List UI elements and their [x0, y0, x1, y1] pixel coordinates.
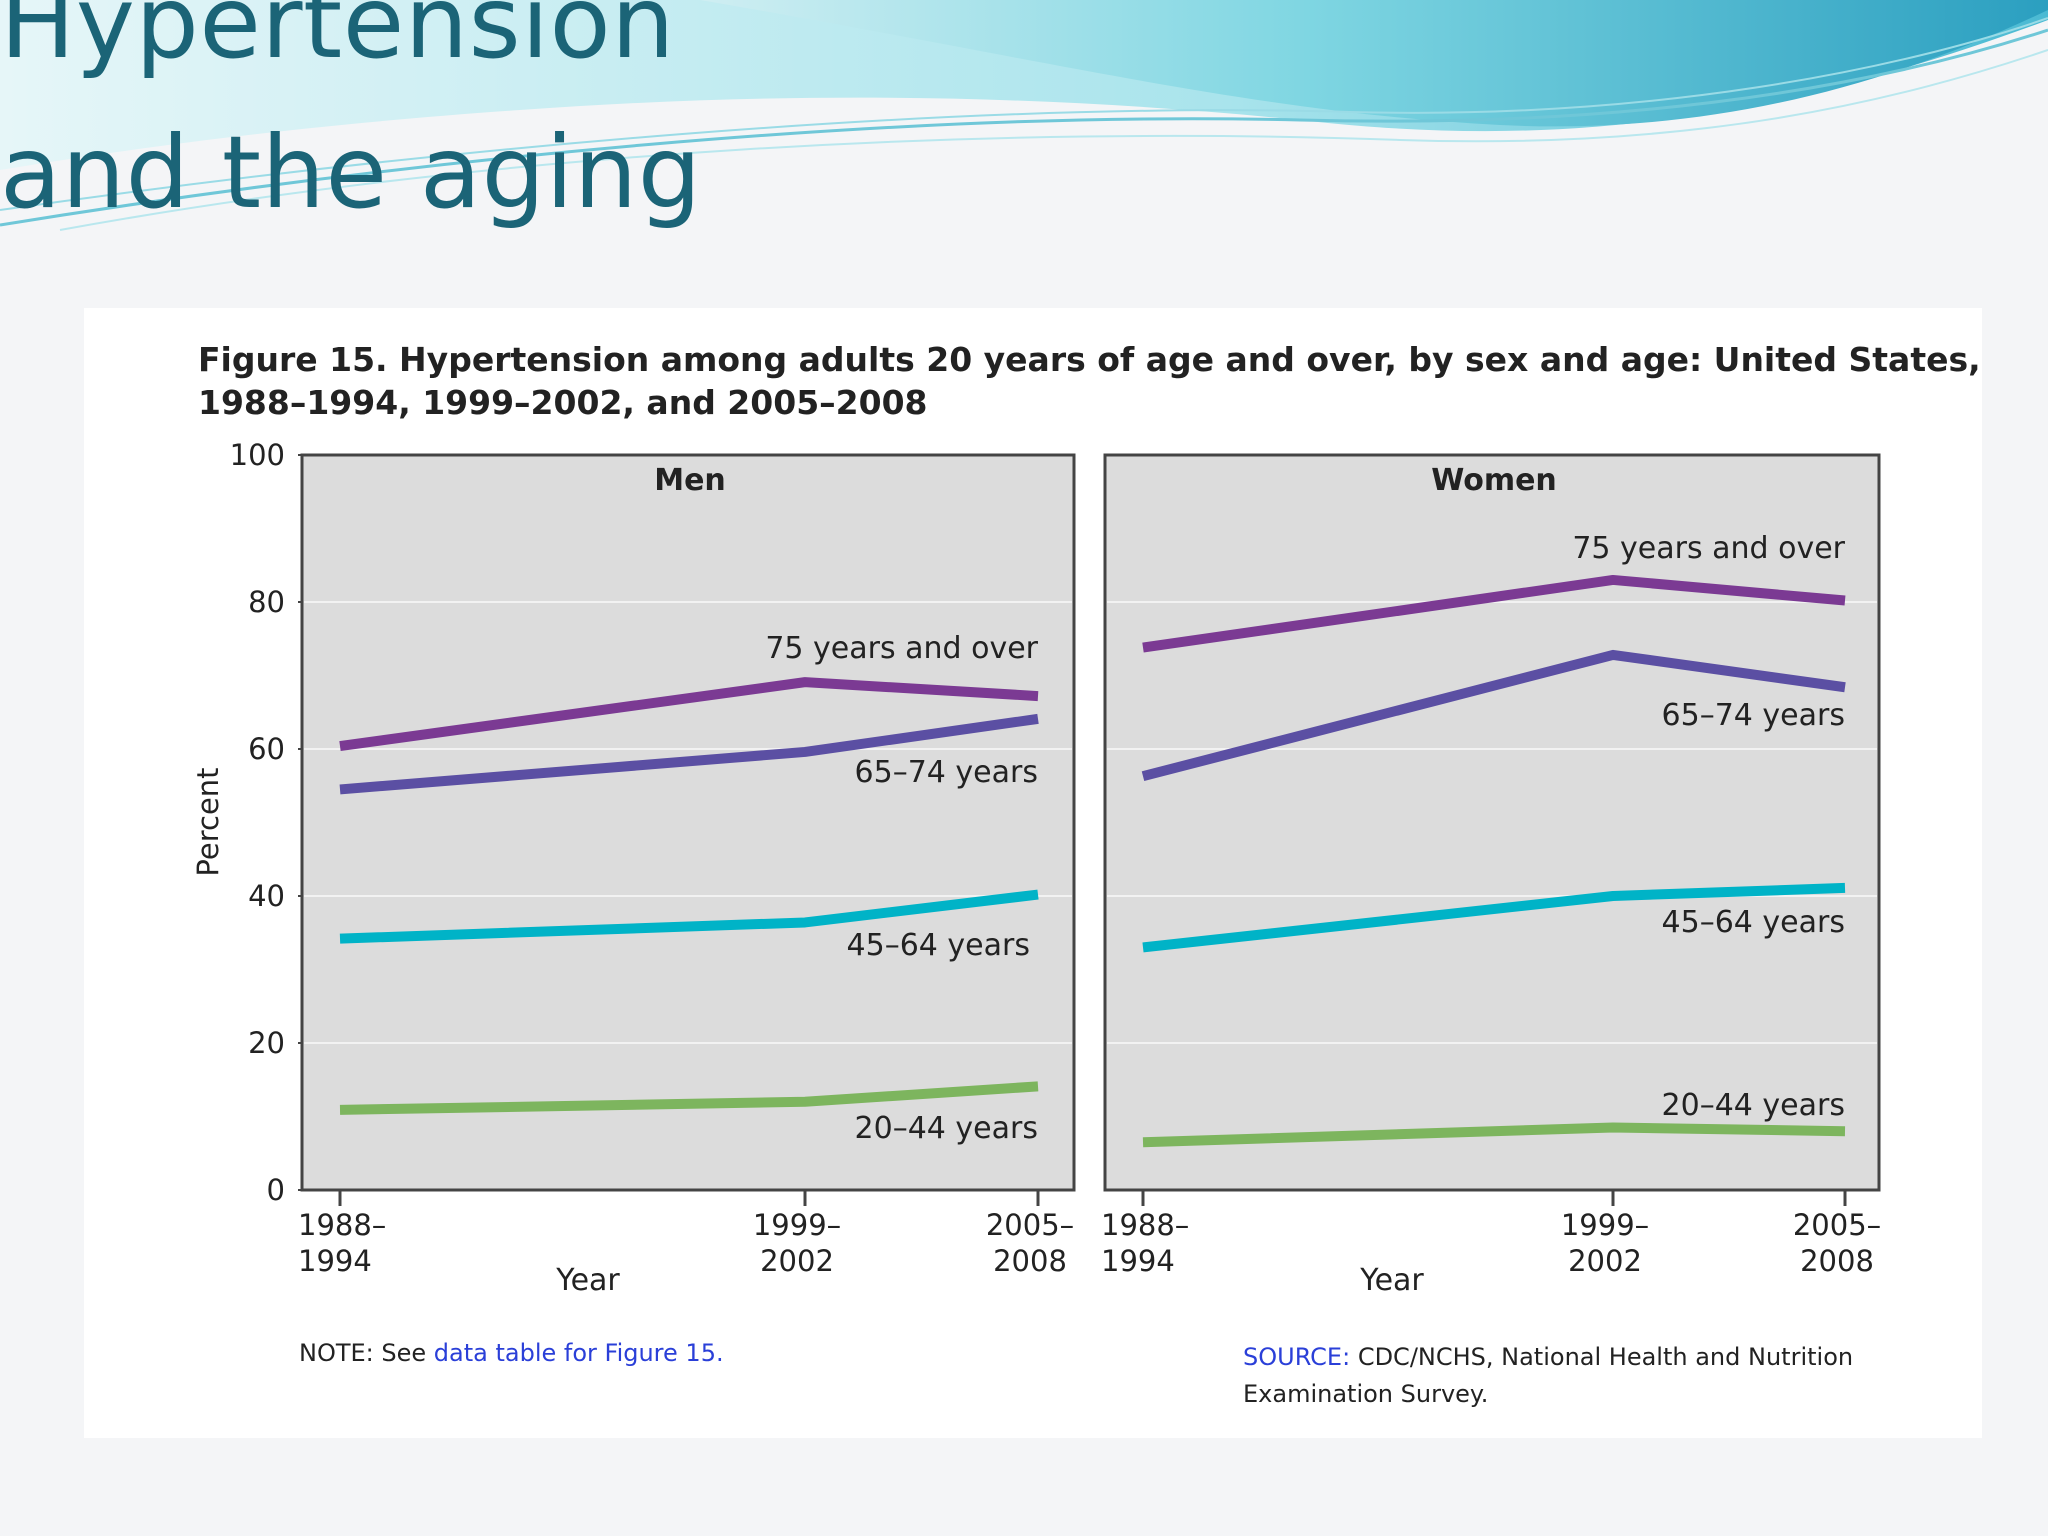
y-tick-label: 80 [248, 585, 285, 619]
x-tick-label: 2005– [986, 1208, 1074, 1242]
series-line [339, 889, 1039, 944]
slide-title: Hypertension and the aging [0, 0, 702, 248]
series-label: 65–74 years [855, 755, 1038, 790]
x-axis-title: Year [1359, 1263, 1424, 1298]
x-tick-label: 1994 [298, 1244, 372, 1278]
slide-title-line2: and the aging [0, 114, 702, 231]
x-tick-label: 1988– [1101, 1208, 1189, 1242]
chart-panel-0: Men 75 years and over 65–74 years 45–64 yea… [191, 438, 1076, 1298]
series-line [1141, 649, 1846, 782]
series-line [1142, 882, 1846, 953]
x-tick-label: 1999– [1561, 1208, 1649, 1242]
panel-title: Men [654, 463, 726, 498]
series-label: 45–64 years [847, 928, 1030, 963]
x-tick-label: 2005– [1793, 1208, 1881, 1242]
note-prefix: NOTE: See [299, 1339, 434, 1367]
header-wave-decoration [0, 0, 2048, 231]
plot-area [300, 453, 1076, 1192]
x-tick-label: 2008 [993, 1244, 1067, 1278]
source-label-link[interactable]: SOURCE: [1243, 1343, 1351, 1371]
series-label: 75 years and over [765, 631, 1038, 666]
series-label: 20–44 years [855, 1111, 1038, 1146]
plot-area [1103, 453, 1881, 1192]
series-line [1142, 1122, 1846, 1148]
x-tick-label: 1994 [1101, 1244, 1175, 1278]
series-line [339, 1081, 1039, 1115]
chart-panel-1: Women 75 years and over 65–74 years 45–64 y… [1101, 453, 1881, 1298]
panel-title: Women [1431, 463, 1557, 498]
y-tick-label: 100 [230, 438, 285, 472]
y-tick-label: 40 [248, 879, 285, 913]
series-line [1142, 574, 1846, 653]
series-line [339, 677, 1039, 752]
x-tick-label: 1988– [298, 1208, 386, 1242]
y-tick-label: 20 [248, 1026, 285, 1060]
x-tick-label: 2002 [760, 1244, 834, 1278]
figure-source: SOURCE: CDC/NCHS, National Health and Nu… [1243, 1339, 1883, 1413]
series-label: 65–74 years [1662, 698, 1845, 733]
y-tick-label: 60 [248, 732, 285, 766]
figure-title-line1: Figure 15. Hypertension among adults 20 … [198, 340, 1981, 379]
figure-title-line2: 1988–1994, 1999–2002, and 2005–2008 [198, 383, 928, 422]
series-label: 45–64 years [1662, 905, 1845, 940]
x-tick-label: 2008 [1800, 1244, 1874, 1278]
series-line [339, 713, 1039, 795]
series-label: 75 years and over [1572, 531, 1845, 566]
x-tick-label: 2002 [1568, 1244, 1642, 1278]
x-tick-label: 1999– [753, 1208, 841, 1242]
y-axis-title: Percent [191, 767, 225, 876]
figure-note: NOTE: See data table for Figure 15. [299, 1339, 724, 1367]
series-label: 20–44 years [1662, 1088, 1845, 1123]
figure-title: Figure 15. Hypertension among adults 20 … [198, 338, 1981, 424]
slide-title-line1: Hypertension [0, 0, 676, 81]
source-text: CDC/NCHS, National Health and Nutrition … [1243, 1343, 1854, 1408]
x-axis-title: Year [555, 1263, 620, 1298]
y-tick-label: 0 [267, 1173, 285, 1207]
data-table-link[interactable]: data table for Figure 15. [433, 1339, 724, 1367]
